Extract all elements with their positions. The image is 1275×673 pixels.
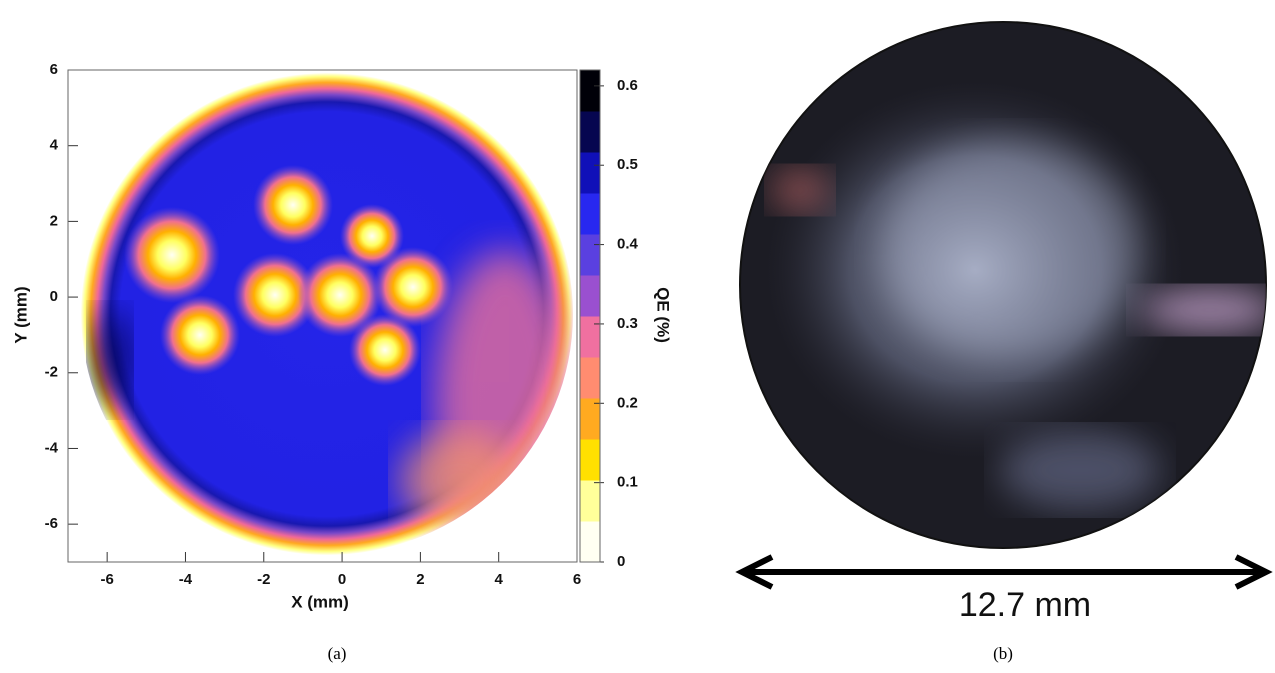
colorbar-band: [580, 398, 600, 440]
y-tick-label: 0: [50, 288, 58, 305]
x-tick-label: -6: [100, 571, 113, 588]
x-tick-label: 4: [495, 571, 504, 588]
colorbar-label: QE (%): [654, 287, 673, 343]
colorbar-band: [580, 70, 600, 112]
colorbar-band: [580, 480, 600, 522]
colorbar-tick-label: 0.1: [617, 474, 638, 491]
x-tick-label: 6: [573, 571, 581, 588]
colorbar-band: [580, 275, 600, 317]
colorbar-band: [580, 111, 600, 153]
colorbar-band: [580, 193, 600, 235]
x-tick-label: 2: [416, 571, 424, 588]
colorbar-band: [580, 234, 600, 276]
x-axis-label: X (mm): [291, 592, 349, 611]
colorbar-tick-label: 0.3: [617, 315, 638, 332]
scale-label: 12.7 mm: [959, 586, 1091, 624]
scale-arrow: [735, 554, 1273, 590]
y-tick-label: -6: [45, 515, 58, 532]
colorbar-band: [580, 439, 600, 481]
y-tick-label: 6: [50, 61, 58, 78]
y-tick-label: 4: [50, 137, 59, 154]
x-tick-label: 0: [338, 571, 346, 588]
colorbar-band: [580, 316, 600, 358]
colorbar-band: [580, 521, 600, 563]
caption: (b): [993, 644, 1013, 663]
colorbar-band: [580, 152, 600, 194]
colorbar-band: [580, 357, 600, 399]
colorbar-tick-label: 0.6: [617, 77, 638, 94]
colorbar-tick-label: 0.4: [617, 236, 639, 253]
x-tick-label: -2: [257, 571, 270, 588]
colorbar-tick-label: 0.5: [617, 156, 638, 173]
plot-frame: [67, 69, 578, 563]
y-axis-label: Y (mm): [11, 286, 30, 343]
y-tick-label: 2: [50, 212, 58, 229]
y-tick-label: -2: [45, 364, 58, 381]
colorbar-tick-label: 0: [617, 553, 625, 570]
x-tick-label: -4: [179, 571, 193, 588]
caption: (a): [328, 644, 347, 663]
colorbar-tick-label: 0.2: [617, 394, 638, 411]
y-tick-label: -4: [45, 439, 59, 456]
photo: [739, 21, 1267, 549]
colorbar-frame: [579, 69, 601, 563]
heatmap-image: [81, 73, 573, 555]
